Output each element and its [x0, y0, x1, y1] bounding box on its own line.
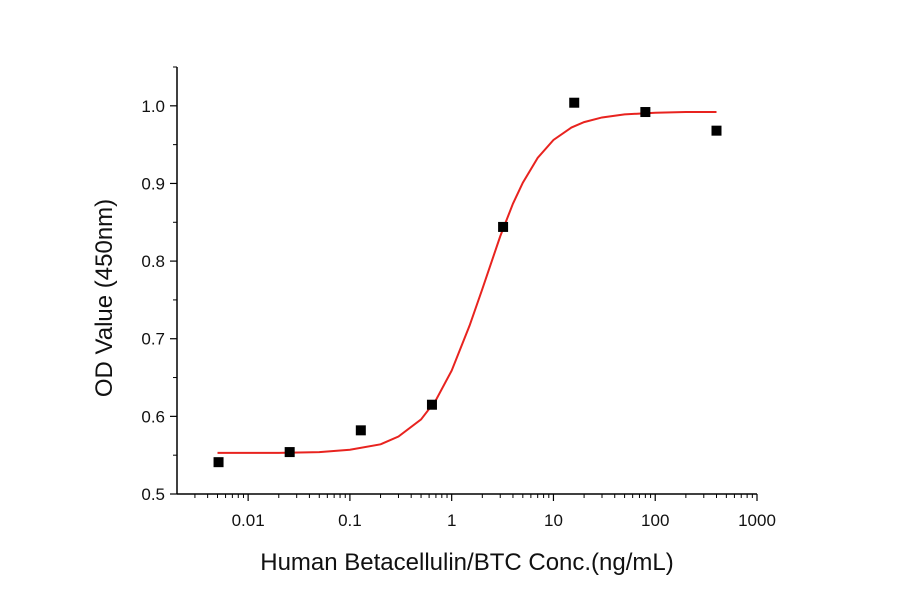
data-point — [284, 447, 295, 458]
fit-curve — [217, 111, 717, 454]
y-tick-label: 0.8 — [141, 252, 165, 271]
y-tick-label: 0.9 — [141, 174, 165, 193]
y-axis-title: OD Value (450nm) — [91, 199, 118, 397]
x-tick-label: 1 — [447, 511, 456, 530]
data-point — [711, 125, 722, 136]
x-tick-label: 0.01 — [232, 511, 265, 530]
y-tick-label: 0.5 — [141, 485, 165, 504]
y-tick-label: 0.6 — [141, 407, 165, 426]
x-tick-label: 10 — [544, 511, 563, 530]
x-tick-label: 0.1 — [338, 511, 362, 530]
y-tick-label: 0.7 — [141, 330, 165, 349]
data-point — [355, 425, 366, 436]
data-point — [213, 457, 224, 468]
data-point — [569, 97, 580, 108]
x-tick-label: 1000 — [738, 511, 776, 530]
data-point — [640, 107, 651, 118]
data-point — [498, 221, 509, 232]
x-axis-title: Human Betacellulin/BTC Conc.(ng/mL) — [260, 549, 674, 576]
y-tick-label: 1.0 — [141, 97, 165, 116]
data-point — [426, 399, 437, 410]
x-tick-label: 100 — [641, 511, 669, 530]
